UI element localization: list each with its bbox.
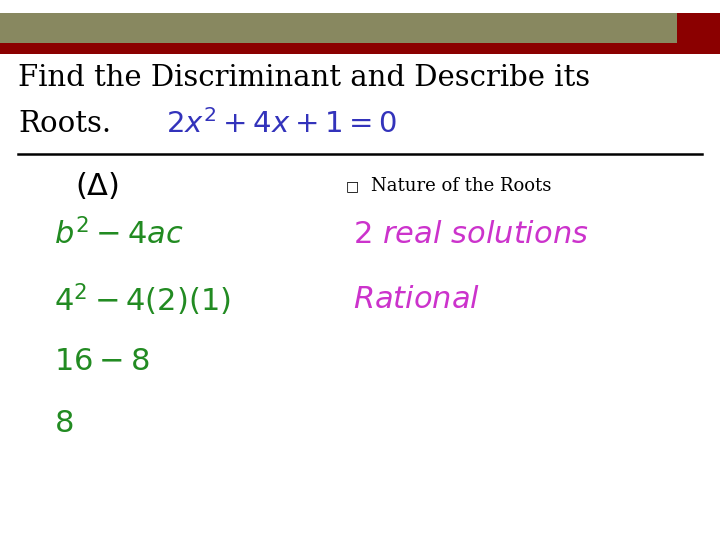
Text: $16-8$: $16-8$ xyxy=(54,346,150,377)
Text: $8$: $8$ xyxy=(54,408,73,440)
Text: Find the Discriminant and Describe its: Find the Discriminant and Describe its xyxy=(18,64,590,92)
Text: $\mathit{Rational}$: $\mathit{Rational}$ xyxy=(353,284,480,315)
Text: $(\Delta)$: $(\Delta)$ xyxy=(75,171,120,202)
FancyBboxPatch shape xyxy=(0,43,720,54)
Text: □: □ xyxy=(346,179,359,193)
Text: $2x^{2}+4x+1=0$: $2x^{2}+4x+1=0$ xyxy=(166,109,397,139)
FancyBboxPatch shape xyxy=(0,13,720,44)
Text: Roots.: Roots. xyxy=(18,110,111,138)
Text: $b^{2}-4ac$: $b^{2}-4ac$ xyxy=(54,219,184,251)
Text: $\mathit{2\ real\ solutions}$: $\mathit{2\ real\ solutions}$ xyxy=(353,219,588,251)
FancyBboxPatch shape xyxy=(677,13,720,44)
Text: $4^{2}-4(2)(1)$: $4^{2}-4(2)(1)$ xyxy=(54,281,230,318)
Text: Nature of the Roots: Nature of the Roots xyxy=(371,177,552,195)
